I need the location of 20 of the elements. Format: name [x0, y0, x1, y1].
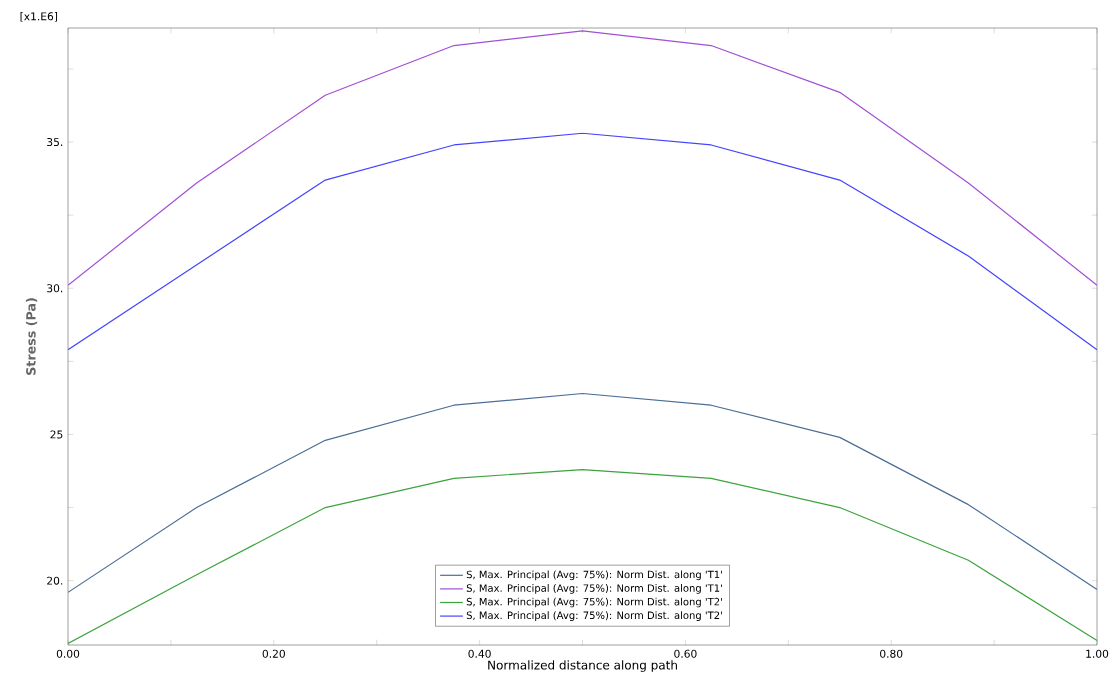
x-tick-label: 0.60	[674, 649, 697, 658]
legend-label: S, Max. Principal (Avg: 75%): Norm Dist. along 'T2'	[466, 597, 722, 608]
legend-label: S, Max. Principal (Avg: 75%): Norm Dist. along 'T2'	[466, 611, 722, 621]
x-tick-label: 0.40	[468, 649, 491, 658]
y-tick-label: 35.	[47, 138, 63, 147]
x-tick-label: 0.00	[56, 649, 80, 658]
y-axis-title: Stress (Pa)	[25, 298, 38, 375]
line-series	[68, 468, 1098, 645]
y-tick-label: 30.	[47, 284, 63, 293]
legend-label: S, Max. Principal (Avg: 75%): Norm Dist. along 'T1'	[466, 584, 722, 594]
y-tick-label: 25	[50, 430, 63, 439]
text: [x1.E6]	[20, 12, 58, 22]
y-tick-label: 20.	[47, 576, 63, 585]
x-tick-label: 0.80	[880, 649, 903, 658]
line-series	[68, 392, 1098, 593]
line-series	[68, 30, 1098, 286]
x-tick-label: 1.00	[1086, 649, 1109, 658]
x-axis-title: Normalized distance along path	[488, 660, 677, 672]
x-tick-label: 0.20	[262, 649, 285, 658]
legend-label: S, Max. Principal (Avg: 75%): Norm Dist. along 'T1'	[466, 570, 722, 581]
